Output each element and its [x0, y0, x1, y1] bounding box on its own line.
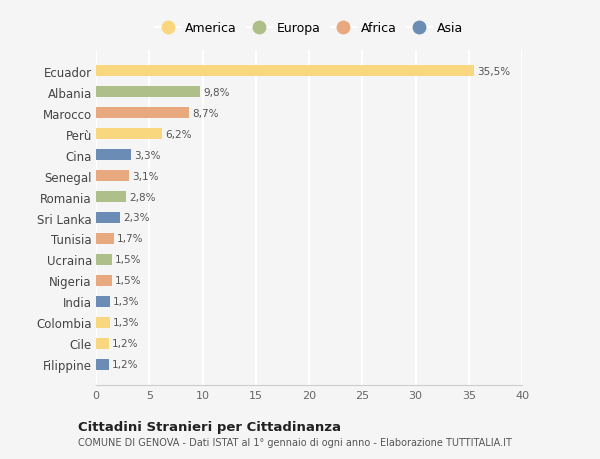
- Text: 1,7%: 1,7%: [118, 234, 144, 244]
- Text: 2,8%: 2,8%: [129, 192, 155, 202]
- Text: Cittadini Stranieri per Cittadinanza: Cittadini Stranieri per Cittadinanza: [78, 420, 341, 433]
- Text: 3,1%: 3,1%: [132, 171, 159, 181]
- Text: 35,5%: 35,5%: [477, 67, 511, 77]
- Bar: [96, 254, 112, 266]
- Text: COMUNE DI GENOVA - Dati ISTAT al 1° gennaio di ogni anno - Elaborazione TUTTITAL: COMUNE DI GENOVA - Dati ISTAT al 1° genn…: [78, 437, 512, 447]
- Legend: America, Europa, Africa, Asia: America, Europa, Africa, Asia: [152, 20, 466, 38]
- Bar: [96, 233, 114, 245]
- Text: 3,3%: 3,3%: [134, 150, 161, 160]
- Bar: [96, 275, 112, 286]
- Text: 1,2%: 1,2%: [112, 339, 139, 349]
- Bar: [96, 191, 126, 203]
- Text: 1,5%: 1,5%: [115, 255, 142, 265]
- Text: 1,5%: 1,5%: [115, 276, 142, 286]
- Text: 2,3%: 2,3%: [124, 213, 150, 223]
- Text: 1,3%: 1,3%: [113, 297, 140, 307]
- Bar: [96, 296, 110, 308]
- Bar: [96, 317, 110, 329]
- Text: 9,8%: 9,8%: [203, 87, 230, 97]
- Bar: [96, 170, 129, 182]
- Bar: [96, 66, 474, 77]
- Bar: [96, 87, 200, 98]
- Bar: [96, 338, 109, 349]
- Bar: [96, 212, 121, 224]
- Bar: [96, 107, 188, 119]
- Bar: [96, 359, 109, 370]
- Bar: [96, 150, 131, 161]
- Text: 8,7%: 8,7%: [192, 108, 218, 118]
- Text: 6,2%: 6,2%: [165, 129, 192, 139]
- Text: 1,2%: 1,2%: [112, 359, 139, 369]
- Bar: [96, 129, 162, 140]
- Text: 1,3%: 1,3%: [113, 318, 140, 328]
